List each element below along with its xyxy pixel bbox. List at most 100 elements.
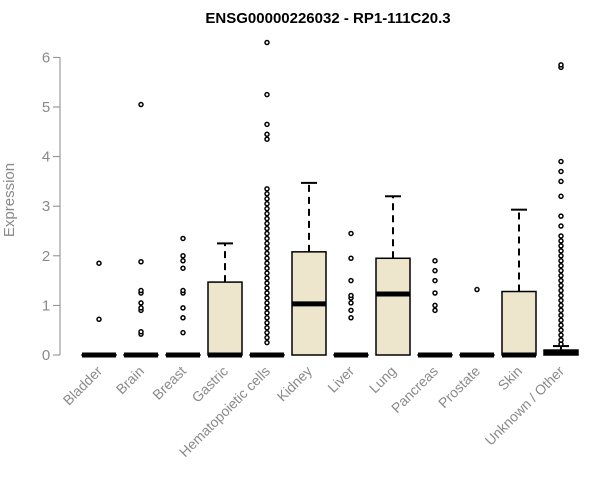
outlier-point [180,253,186,259]
y-tick-label: 5 [42,99,50,116]
chart-title: ENSG00000226032 - RP1-111C20.3 [205,10,450,27]
outlier-point [558,312,564,319]
outlier-point [558,322,564,328]
y-tick-label: 3 [42,198,50,215]
x-tick-label: Prostate [435,363,483,411]
outlier-point [264,270,270,276]
outlier-point [558,193,564,200]
outlier-point [264,225,270,232]
outlier-point [264,121,270,128]
outlier-point [264,260,270,266]
outlier-point [264,290,270,296]
outlier-point [558,243,564,249]
x-tick-label: Brain [113,363,147,397]
outlier-point [264,255,270,262]
outlier-point [264,191,270,197]
outlier-point [264,131,270,138]
outlier-point [138,328,144,335]
outlier-point [432,290,438,296]
box-hematopoietic-cells [249,39,285,358]
x-tick-label: Bladder [60,363,106,409]
outlier-point [558,287,564,294]
outlier-point [180,329,186,336]
outlier-point [348,277,354,284]
y-tick-label: 2 [42,248,50,265]
outlier-point [264,300,270,306]
box-lung [375,195,411,356]
outlier-point [432,307,438,314]
outlier-point [264,196,270,202]
x-tick-label: Lung [366,363,399,396]
outlier-point [180,315,186,321]
outlier-point [264,305,270,311]
outlier-point [558,332,564,338]
x-tick-label: Unknown / Other [482,363,568,449]
outlier-point [558,317,564,324]
box-skin [501,208,537,358]
outlier-point [264,186,270,192]
outlier-point [558,178,564,185]
outlier-point [432,302,438,309]
outlier-point [558,267,564,274]
outlier-point [558,282,564,289]
box-bladder [81,260,117,358]
outlier-point [558,302,564,309]
outlier-point [180,305,186,311]
outlier-point [264,310,270,316]
outlier-point [558,248,564,254]
outlier-point [264,265,270,271]
outlier-point [264,275,270,281]
outlier-point [264,210,270,217]
box-breast [165,235,201,358]
outlier-point [558,253,564,259]
outlier-point [558,262,564,269]
outlier-point [558,337,564,343]
outlier-point [432,277,438,284]
outlier-point [558,233,564,239]
outlier-point [558,238,564,244]
x-tick-label: Liver [324,363,357,396]
outlier-point [264,250,270,257]
y-tick-label: 0 [42,347,50,364]
x-tick-label: Kidney [274,363,316,405]
outlier-point [558,297,564,304]
outlier-point [558,223,564,229]
outlier-point [348,307,354,314]
outlier-point [138,259,144,265]
outlier-point [138,101,144,108]
outlier-point [474,286,480,293]
outlier-point [558,258,564,264]
outlier-point [96,260,102,266]
box-body [501,290,537,356]
y-tick-label: 6 [42,49,50,66]
outlier-point [264,240,270,247]
outlier-point [180,265,186,271]
outlier-point [264,230,270,237]
outlier-point [348,230,354,237]
outlier-point [138,287,144,294]
outlier-point [264,235,270,242]
outlier-point [138,300,144,306]
box-kidney [291,181,327,356]
x-tick-label: Skin [495,363,526,394]
outlier-point [264,220,270,227]
outlier-point [432,258,438,264]
box-unknown-other [543,62,579,356]
plot-area [81,39,579,358]
y-tick-label: 1 [42,297,50,314]
box-body [375,257,411,356]
x-tick-label: Breast [149,363,189,403]
x-tick-label: Pancreas [388,363,441,416]
outlier-point [264,339,270,346]
outlier-point [264,285,270,291]
outlier-point [558,62,564,68]
outlier-point [264,205,270,212]
box-pancreas [417,258,453,358]
outlier-point [180,287,186,294]
outlier-point [138,305,144,311]
outlier-point [558,277,564,284]
outlier-point [558,158,564,165]
y-tick-label: 4 [42,149,50,166]
